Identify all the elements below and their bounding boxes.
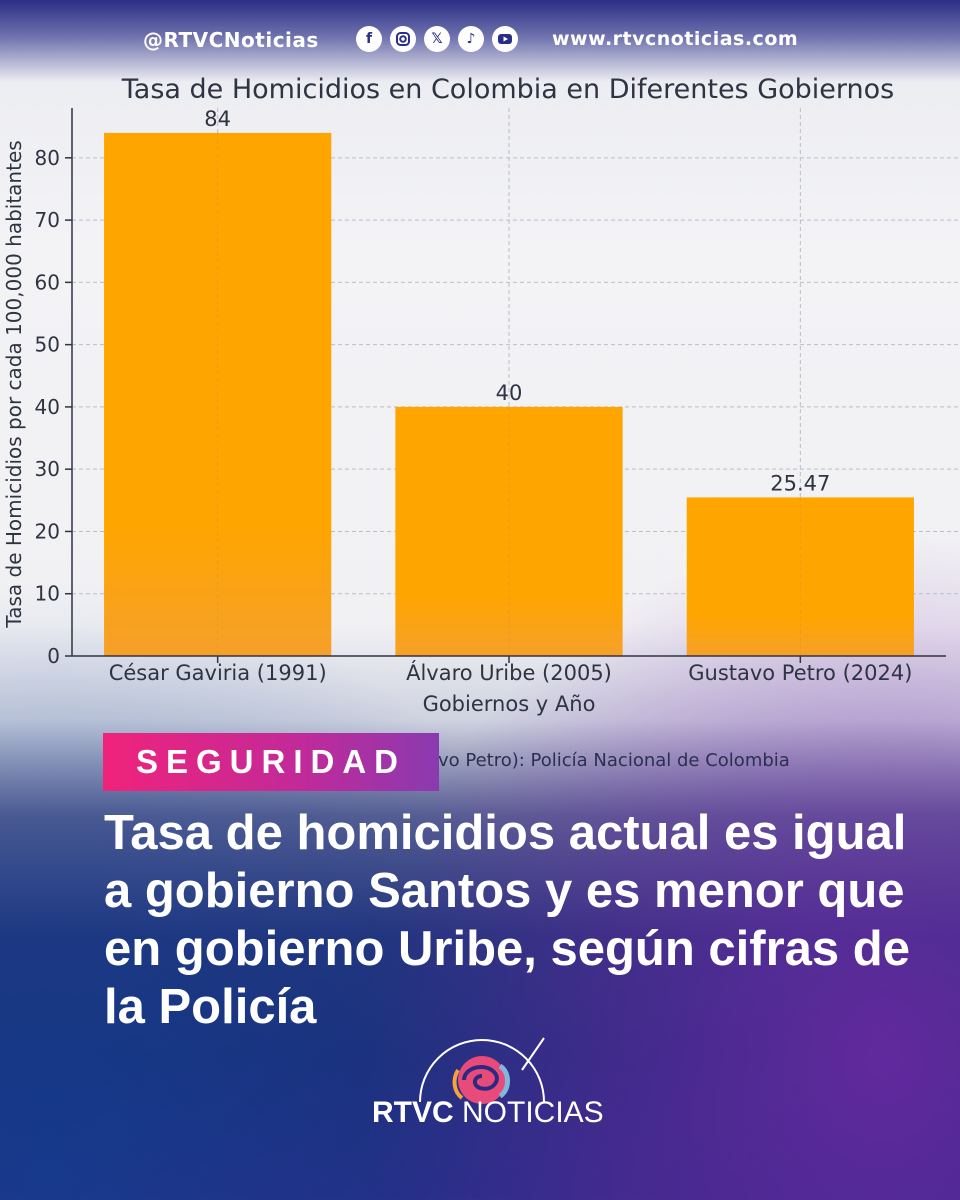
data-label: 84 bbox=[204, 107, 231, 131]
x-icon[interactable]: 𝕏 bbox=[424, 26, 450, 52]
x-axis-label: Gobiernos y Año bbox=[422, 692, 596, 716]
facebook-icon[interactable]: f bbox=[356, 26, 382, 52]
y-tick-label: 40 bbox=[35, 395, 60, 419]
y-tick-label: 70 bbox=[35, 208, 60, 232]
youtube-icon[interactable] bbox=[492, 26, 518, 52]
logo-suffix: NOTICIAS bbox=[462, 1096, 604, 1129]
y-tick-label: 30 bbox=[35, 457, 60, 481]
y-tick-label: 60 bbox=[35, 270, 60, 294]
y-tick-label: 20 bbox=[35, 519, 60, 543]
bar bbox=[395, 406, 623, 656]
headline: Tasa de homicidios actual es igual a gob… bbox=[104, 806, 910, 1034]
bar-chart: 0 10 20 30 40 50 60 70 80 84 César Gaviria (1991) 4… bbox=[35, 107, 960, 685]
x-tick-label: Gustavo Petro (2024) bbox=[688, 661, 912, 685]
category-badge: SEGURIDAD bbox=[103, 733, 439, 791]
source-note: vo Petro): Policía Nacional de Colombia bbox=[438, 750, 790, 771]
chart-title: Tasa de Homicidios en Colombia en Difere… bbox=[121, 74, 895, 105]
bar bbox=[686, 497, 914, 656]
x-tick-label: Álvaro Uribe (2005) bbox=[406, 660, 612, 685]
instagram-icon[interactable] bbox=[390, 26, 416, 52]
website-link[interactable]: www.rtvcnoticias.com bbox=[552, 28, 799, 50]
rtvc-logo-icon bbox=[419, 1037, 545, 1104]
tiktok-icon[interactable]: ♪ bbox=[458, 26, 484, 52]
social-icons: f 𝕏 ♪ bbox=[356, 26, 518, 52]
top-bar: @RTVCNoticias f 𝕏 ♪ www.rtvcnoticias.com bbox=[0, 0, 960, 82]
x-tick-label: César Gaviria (1991) bbox=[109, 661, 327, 685]
y-tick-label: 10 bbox=[35, 582, 60, 606]
logo-brand: RTVC bbox=[372, 1096, 454, 1129]
bar bbox=[104, 132, 332, 657]
data-label: 25.47 bbox=[770, 471, 830, 495]
rtvc-logo-text: RTVC NOTICIAS bbox=[372, 1096, 604, 1130]
data-label: 40 bbox=[496, 381, 523, 405]
y-tick-label: 0 bbox=[47, 644, 60, 668]
y-tick-label: 50 bbox=[35, 333, 60, 357]
social-handle[interactable]: @RTVCNoticias bbox=[143, 28, 319, 52]
y-tick-label: 80 bbox=[35, 146, 60, 170]
